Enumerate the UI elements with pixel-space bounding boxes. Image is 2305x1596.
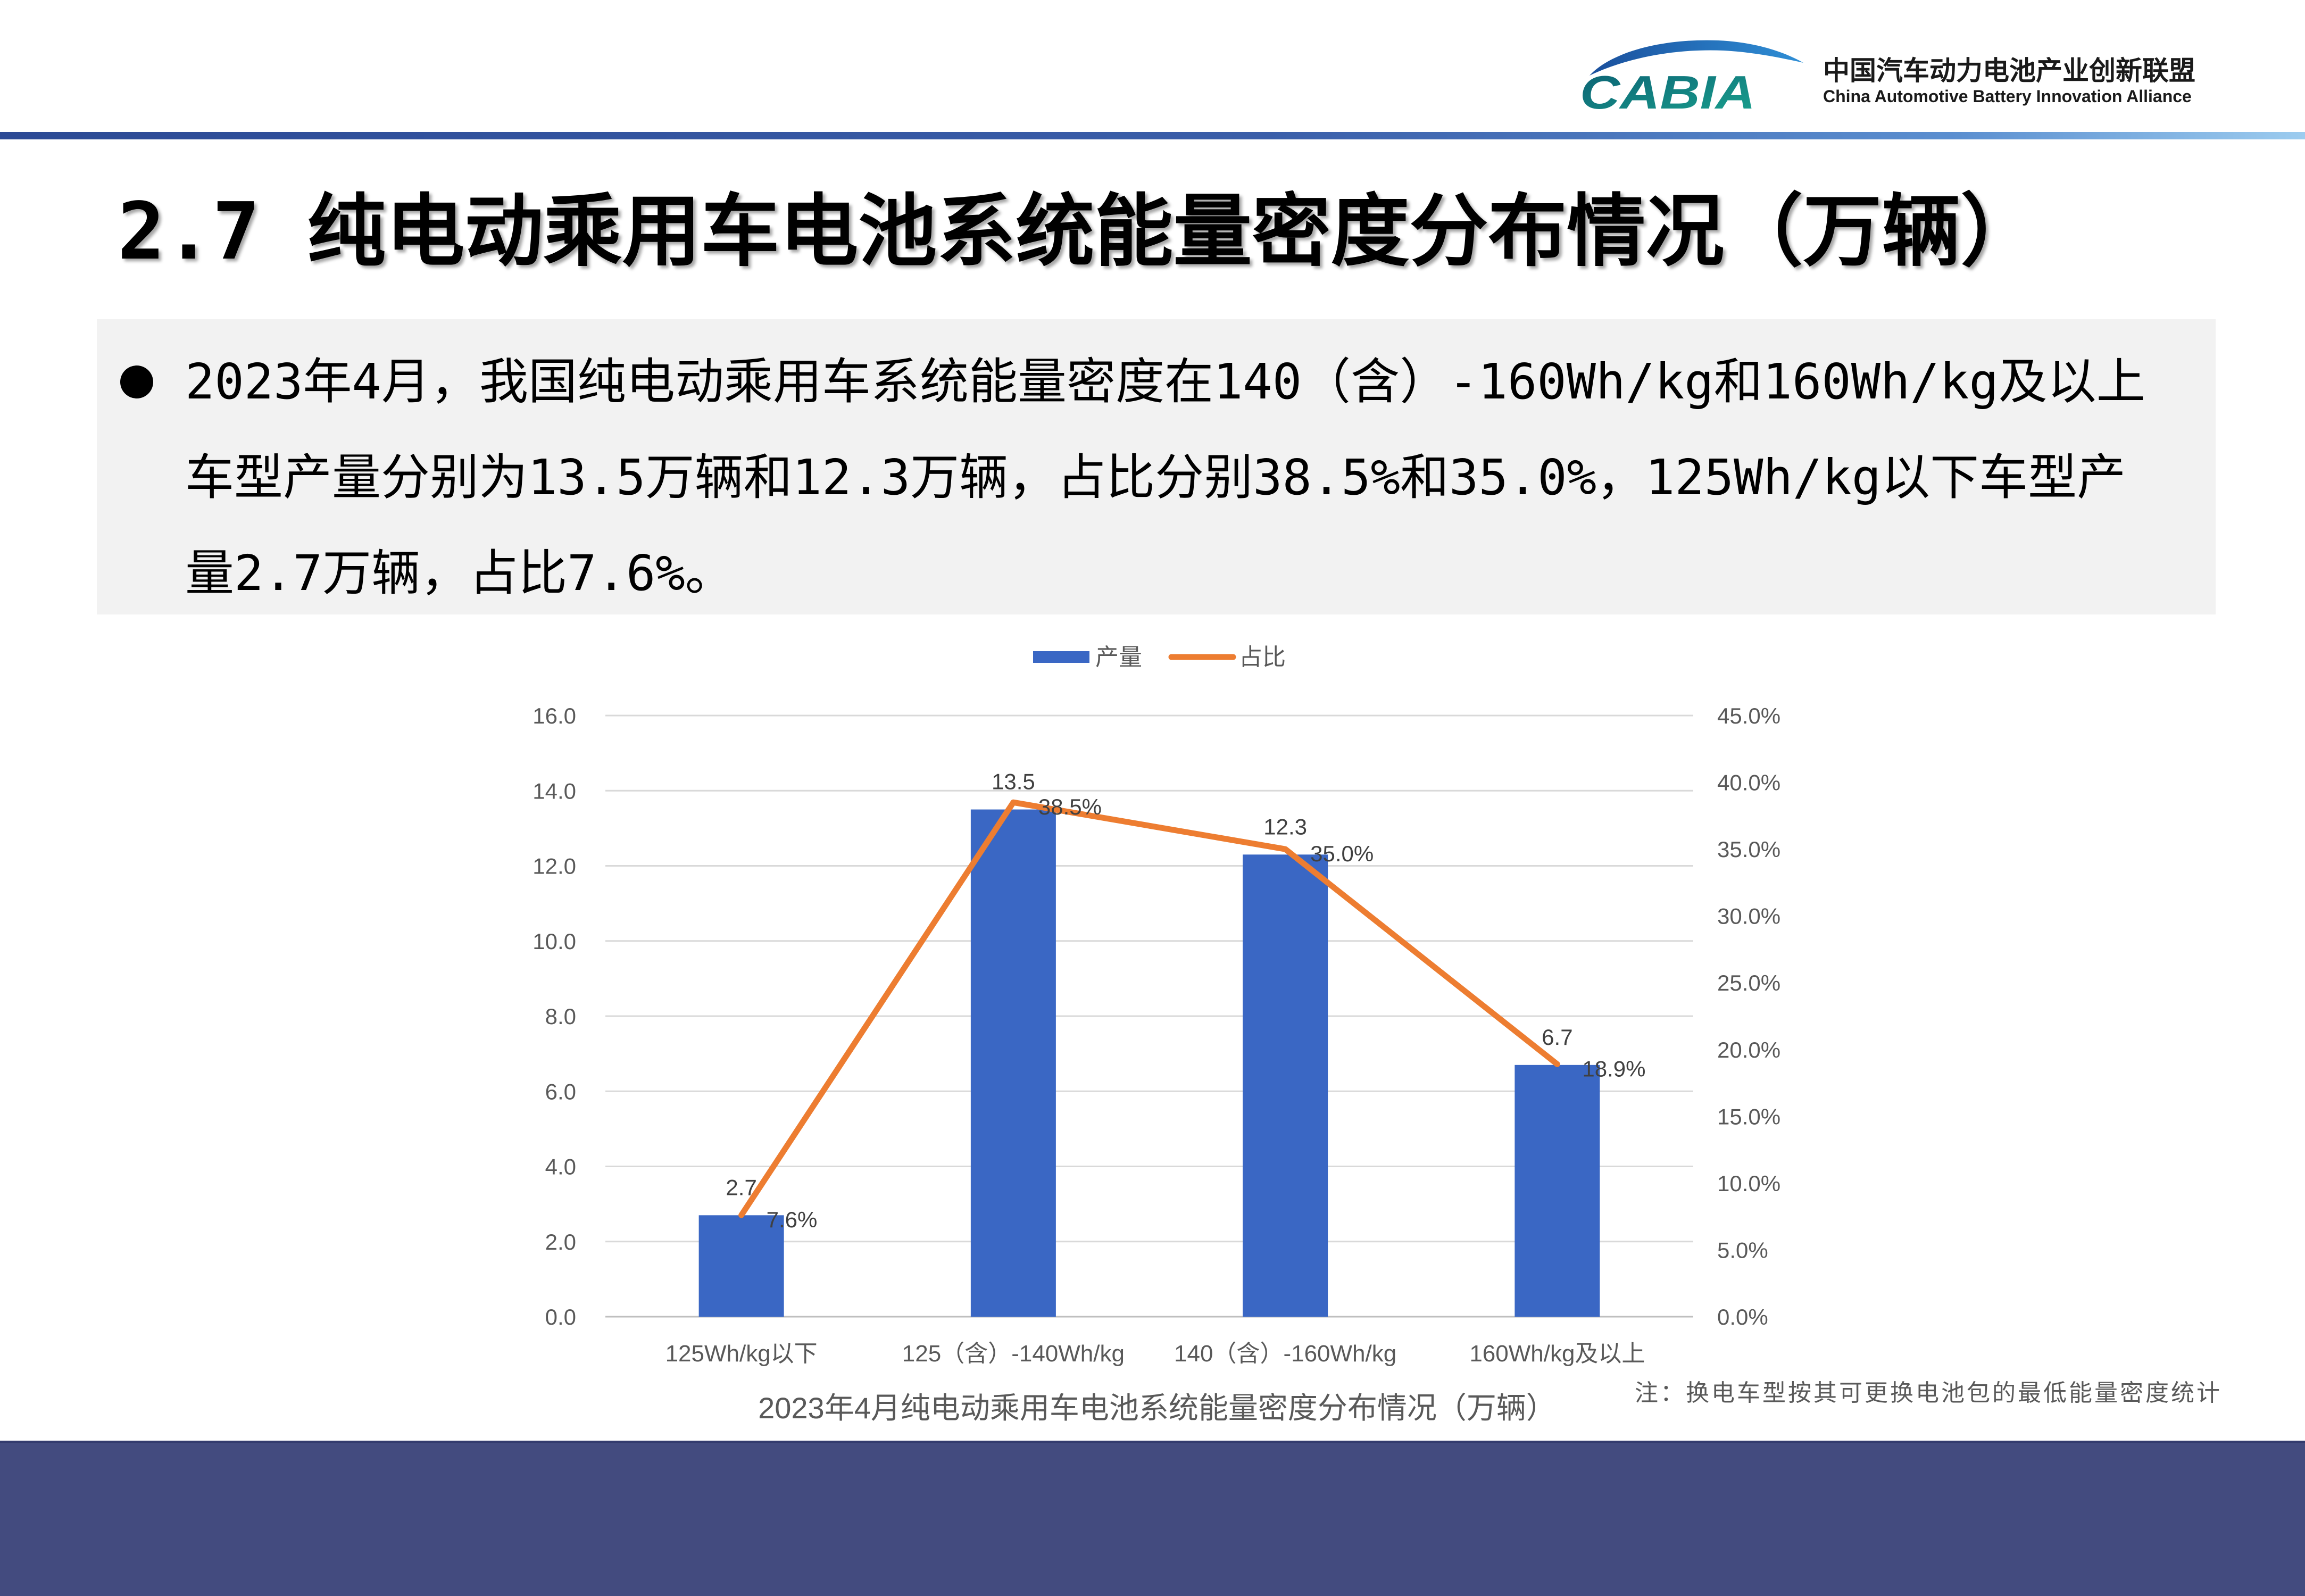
y-axis-tick-label: 16.0 xyxy=(532,703,576,728)
summary-line: 车型产量分别为13.5万辆和12.3万辆，占比分别38.5%和35.0%，125… xyxy=(185,449,2126,506)
y2-axis-tick-label: 15.0% xyxy=(1717,1104,1780,1129)
y-axis-tick-label: 0.0 xyxy=(545,1304,576,1329)
production-bar xyxy=(698,1215,784,1317)
legend-label-share: 占比 xyxy=(1239,644,1286,670)
y-axis-tick-label: 8.0 xyxy=(545,1004,576,1029)
org-name-chinese: 中国汽车动力电池产业创新联盟 xyxy=(1823,56,2195,86)
header-divider xyxy=(0,132,2305,139)
org-name-english: China Automotive Battery Innovation Alli… xyxy=(1823,87,2192,106)
y-axis-tick-label: 14.0 xyxy=(532,778,576,803)
logo-swoosh xyxy=(1590,40,1803,76)
category-label: 125Wh/kg以下 xyxy=(665,1341,818,1367)
production-bar xyxy=(1515,1065,1600,1317)
production-bar xyxy=(970,809,1056,1317)
y-axis-tick-label: 4.0 xyxy=(545,1154,576,1179)
share-value-label: 18.9% xyxy=(1582,1056,1645,1081)
y-axis-tick-label: 12.0 xyxy=(532,854,576,879)
y2-axis-tick-label: 20.0% xyxy=(1717,1037,1780,1062)
category-label: 125（含）-140Wh/kg xyxy=(902,1341,1125,1367)
slide-title: 2.7 纯电动乘用车电池系统能量密度分布情况（万辆） xyxy=(118,186,2040,277)
legend-label-production: 产量 xyxy=(1095,644,1142,670)
y2-axis-tick-label: 5.0% xyxy=(1717,1237,1768,1262)
chart-caption: 2023年4月纯电动乘用车电池系统能量密度分布情况（万辆） xyxy=(758,1391,1556,1425)
y2-axis-tick-label: 30.0% xyxy=(1717,904,1780,929)
summary-line: 量2.7万辆，占比7.6%。 xyxy=(185,545,734,602)
cabia-logo: CABIA xyxy=(1580,40,1803,116)
chart-legend: 产量 占比 xyxy=(1033,644,1286,670)
y2-axis-tick-label: 0.0% xyxy=(1717,1304,1768,1329)
bar-value-label: 6.7 xyxy=(1542,1025,1572,1050)
grid-layer xyxy=(605,714,1693,1318)
production-bar xyxy=(1243,854,1328,1317)
share-value-label: 38.5% xyxy=(1038,794,1102,819)
y2-axis-tick-label: 40.0% xyxy=(1717,770,1780,795)
summary-text: 2023年4月，我国纯电动乘用车系统能量密度在140（含）-160Wh/kg和1… xyxy=(185,334,2145,621)
y-axis-tick-label: 2.0 xyxy=(545,1229,576,1254)
category-label: 140（含）-160Wh/kg xyxy=(1174,1341,1396,1367)
energy-density-chart: 产量 占比 2023年4月纯电动乘用车电池系统能量密度分布情况（万辆） 0.0 2… xyxy=(532,644,1780,1425)
bullet-dot xyxy=(120,365,153,398)
share-value-label: 7.6% xyxy=(767,1207,818,1232)
y-axis-tick-label: 10.0 xyxy=(532,929,576,954)
summary-line: 2023年4月，我国纯电动乘用车系统能量密度在140（含）-160Wh/kg和1… xyxy=(185,353,2145,410)
share-value-label: 35.0% xyxy=(1310,841,1374,866)
bar-value-label: 12.3 xyxy=(1263,814,1307,839)
bar-value-label: 2.7 xyxy=(726,1175,756,1200)
y-axis-tick-label: 6.0 xyxy=(545,1079,576,1104)
category-label: 160Wh/kg及以上 xyxy=(1469,1341,1645,1367)
y2-axis-tick-label: 35.0% xyxy=(1717,837,1780,862)
logo-lettering: CABIA xyxy=(1580,66,1755,116)
summary-box xyxy=(97,319,2216,614)
y2-axis-tick-label: 25.0% xyxy=(1717,970,1780,995)
footnote: 注：换电车型按其可更换电池包的最低能量密度统计 xyxy=(1635,1379,2222,1407)
y2-axis-tick-label: 45.0% xyxy=(1717,703,1780,728)
bar-value-label: 13.5 xyxy=(992,769,1035,794)
share-line xyxy=(738,799,1560,1218)
legend-swatch-production xyxy=(1033,651,1089,663)
footer-band xyxy=(0,1441,2305,1596)
y2-axis-tick-label: 10.0% xyxy=(1717,1171,1780,1196)
